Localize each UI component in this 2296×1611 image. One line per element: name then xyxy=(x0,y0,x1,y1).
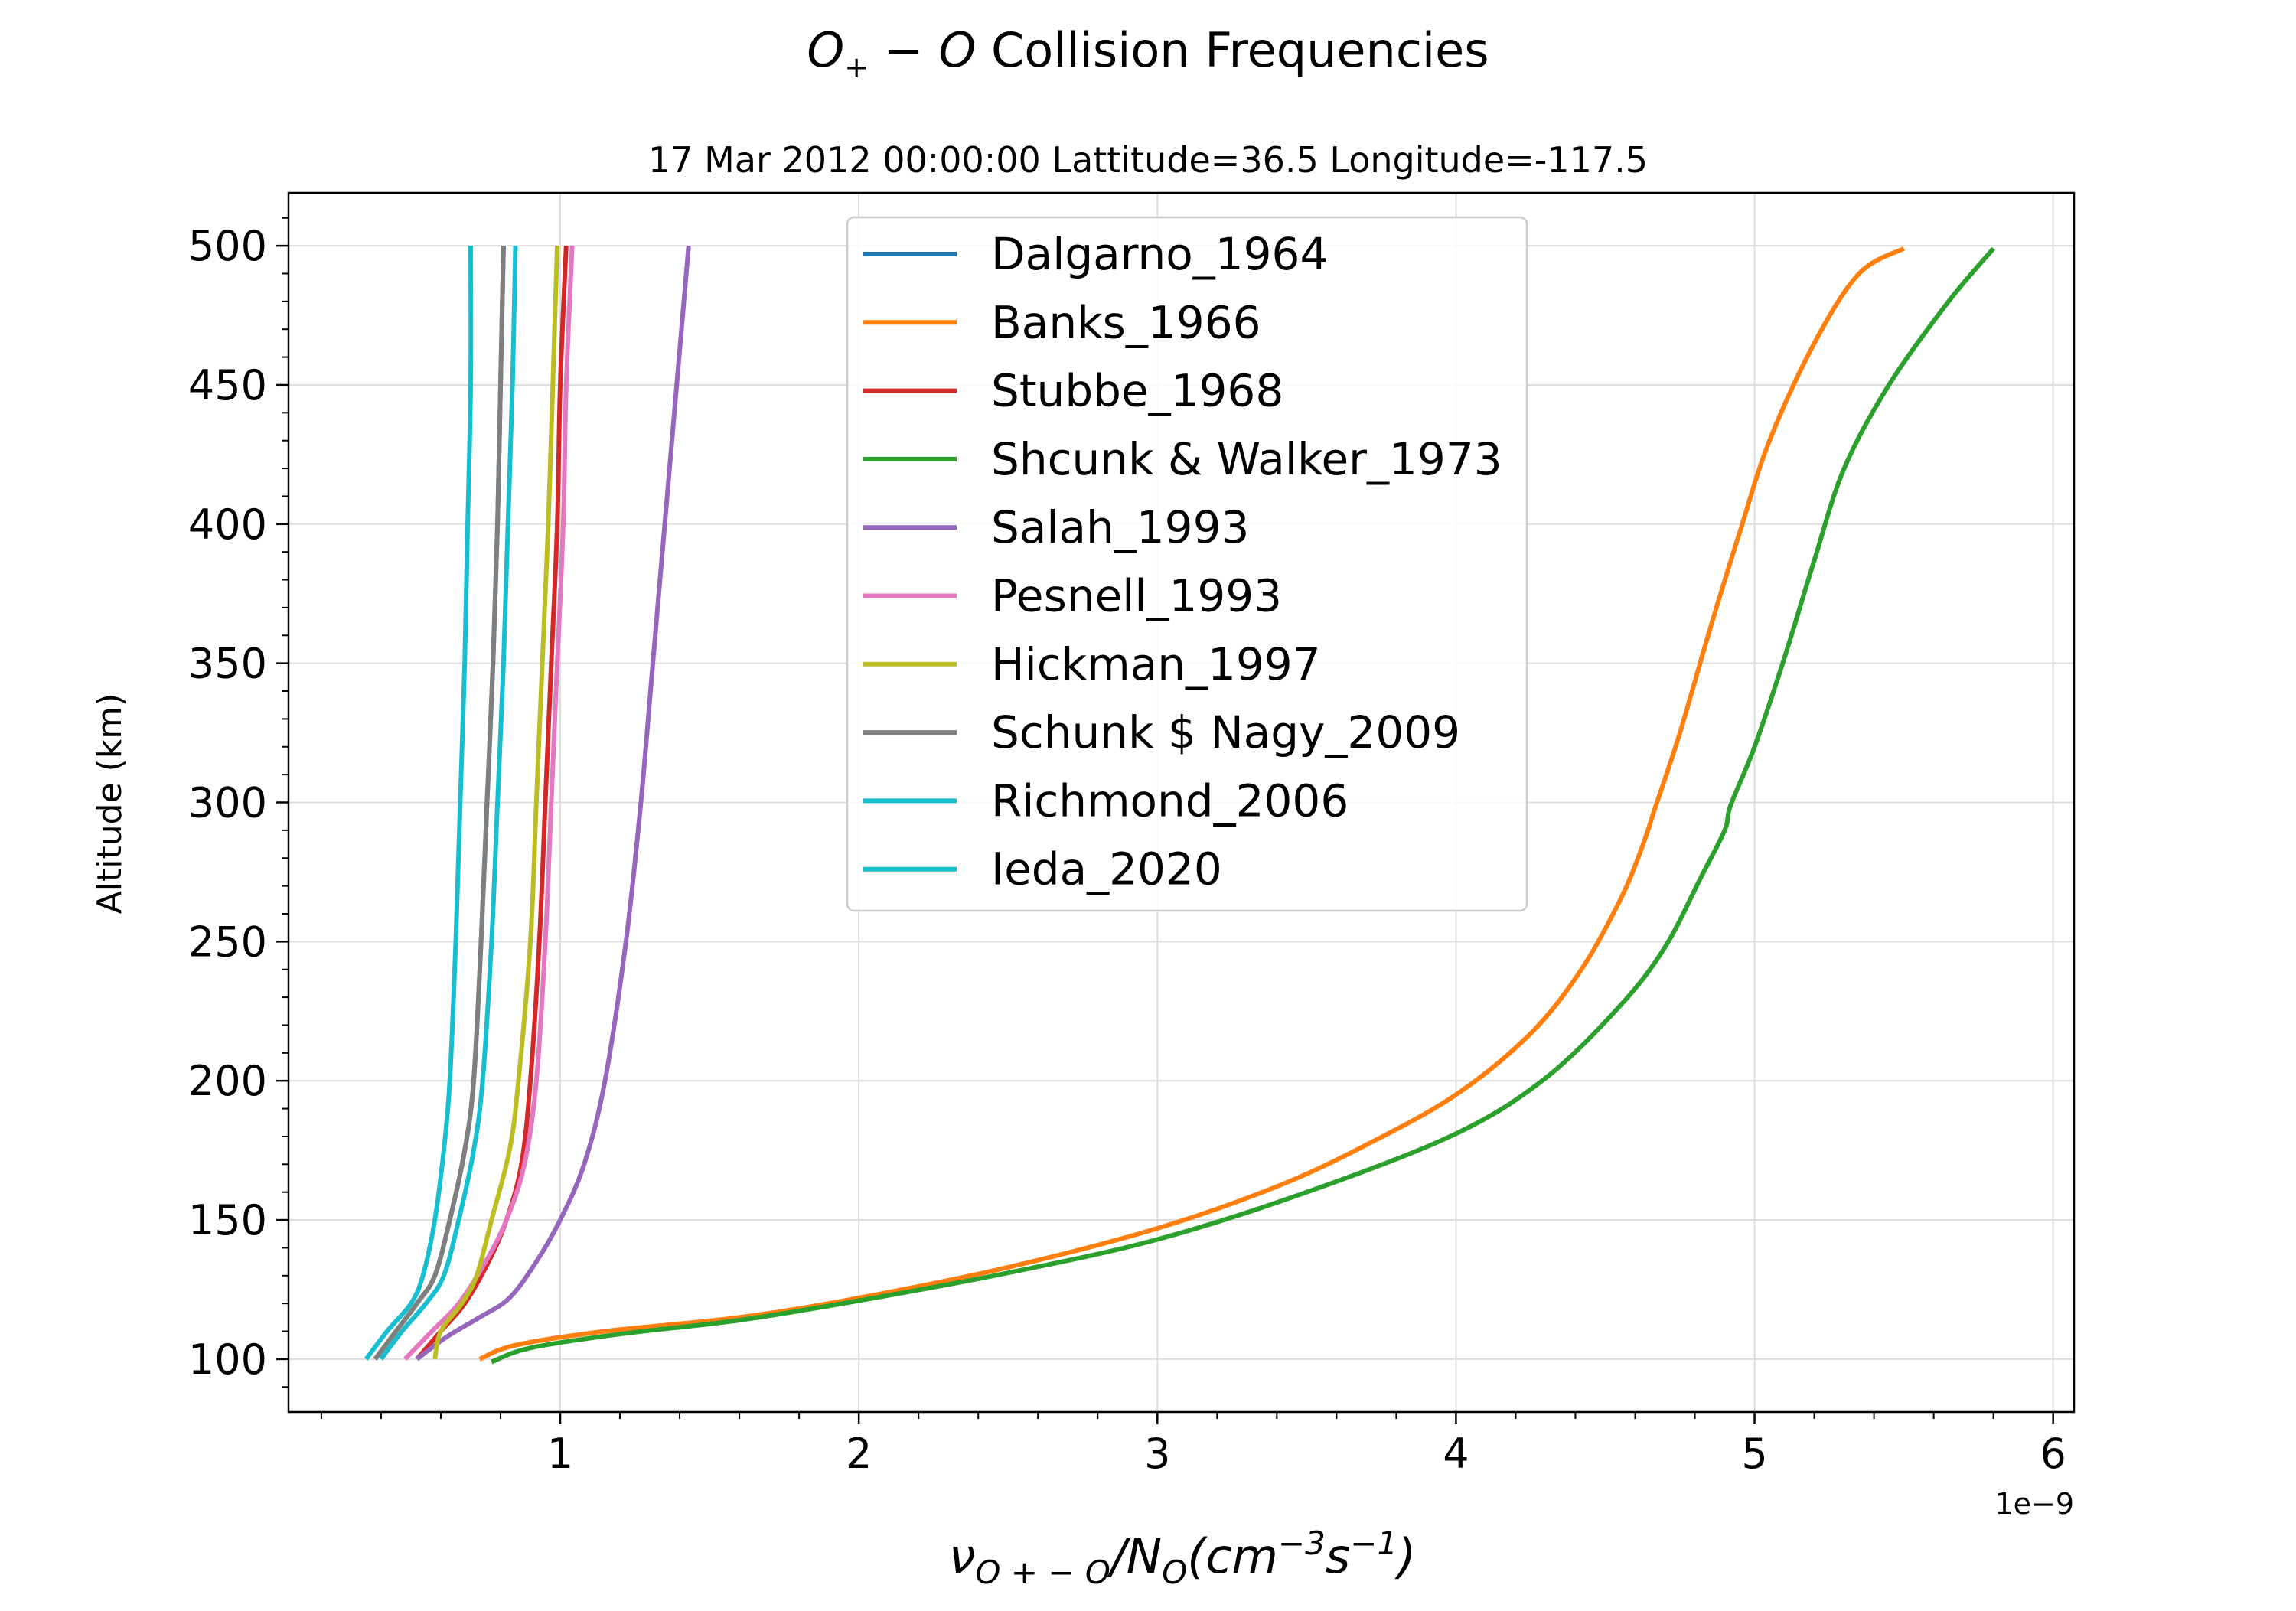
x-tick-label: 1 xyxy=(547,1430,573,1478)
series-lines xyxy=(364,245,1995,1365)
chart-subtitle: 17 Mar 2012 00:00:00 Lattitude=36.5 Long… xyxy=(648,139,1648,181)
x-axis-label: νO + − O/NO(cm−3s−1) xyxy=(949,1525,1417,1591)
x-tick-label: 6 xyxy=(2040,1430,2066,1478)
legend-label-8: Richmond_2006 xyxy=(991,775,1349,827)
legend-label-7: Schunk $ Nagy_2009 xyxy=(991,706,1460,758)
y-tick-label: 400 xyxy=(188,501,267,549)
legend-label-3: Shcunk & Walker_1973 xyxy=(991,433,1502,485)
y-tick-label: 150 xyxy=(188,1196,267,1244)
legend-label-5: Pesnell_1993 xyxy=(991,570,1282,622)
y-tick-label: 100 xyxy=(188,1335,267,1384)
series-line-9 xyxy=(364,246,474,1361)
x-tick-label: 2 xyxy=(846,1430,872,1478)
y-tick-label: 350 xyxy=(188,640,267,688)
legend: Dalgarno_1964 Banks_1966 Stubbe_1968 Shcunk… xyxy=(846,216,1528,912)
legend-label-9: Ieda_2020 xyxy=(991,843,1222,895)
legend-label-6: Hickman_1997 xyxy=(991,638,1321,690)
legend-label-2: Stubbe_1968 xyxy=(991,365,1283,417)
x-tick-label: 4 xyxy=(1443,1430,1469,1478)
legend-label-1: Banks_1966 xyxy=(991,296,1261,348)
series-line-2 xyxy=(415,245,569,1361)
x-tick-label: 3 xyxy=(1144,1430,1170,1478)
y-tick-label: 250 xyxy=(188,918,267,966)
axis-ticks: 1 2 3 4 5 6 100 150 200 250 300 350 400 450 500 xyxy=(188,217,2066,1478)
series-line-6 xyxy=(432,246,560,1360)
x-axis-scale-label: 1e−9 xyxy=(1994,1487,2074,1521)
chart-title: O+ − O Collision Frequencies xyxy=(807,22,1489,84)
series-line-4 xyxy=(415,245,691,1362)
series-line-8 xyxy=(379,246,518,1361)
y-tick-label: 500 xyxy=(188,222,267,270)
series-line-1 xyxy=(478,246,1906,1362)
series-line-7 xyxy=(373,246,506,1361)
legend-box xyxy=(846,216,1528,912)
y-tick-label: 450 xyxy=(188,361,267,409)
y-tick-label: 300 xyxy=(188,779,267,827)
y-tick-label: 200 xyxy=(188,1057,267,1105)
y-axis-label: Altitude (km) xyxy=(90,693,129,915)
legend-label-0: Dalgarno_1964 xyxy=(991,228,1328,280)
series-line-3 xyxy=(491,246,1995,1365)
legend-label-4: Salah_1993 xyxy=(991,501,1249,553)
x-tick-label: 5 xyxy=(1741,1430,1767,1478)
